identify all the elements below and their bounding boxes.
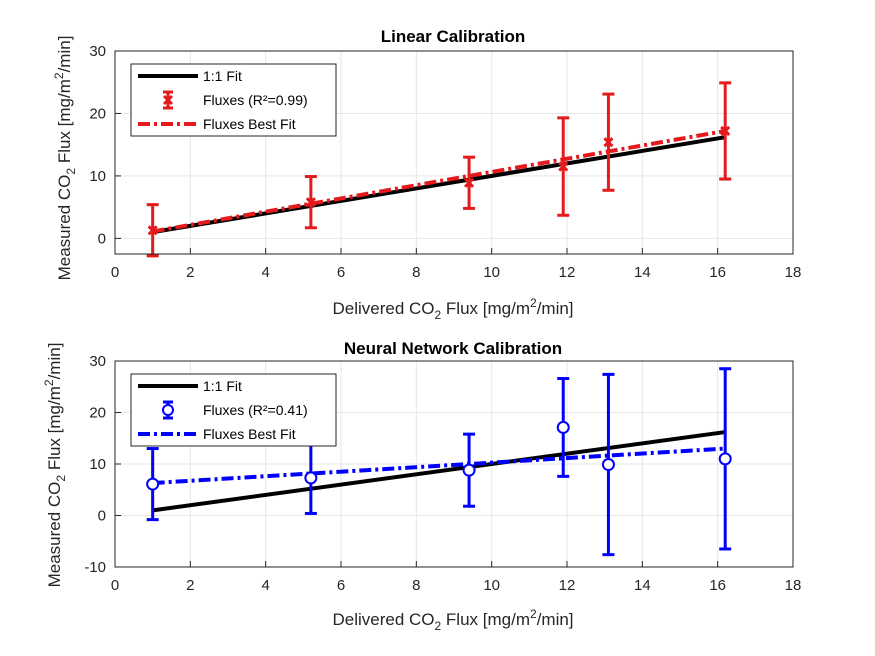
y-tick-label: -10 [84,559,106,576]
data-point [462,432,476,508]
legend-fit-label: Fluxes Best Fit [203,426,296,442]
best-fit-line [152,128,726,234]
x-tick-label: 16 [709,577,726,594]
legend-ideal-label: 1:1 Fit [203,68,242,84]
x-axis-label: Delivered CO2 Flux [mg/m2/min] [332,607,573,633]
fit-line-layer [152,446,726,486]
y-tick-label: 30 [89,353,106,370]
chart-title: Linear Calibration [381,27,526,46]
x-tick-label: 8 [412,264,420,281]
x-tick-label: 6 [337,577,345,594]
legend-ideal-label: 1:1 Fit [203,378,242,394]
legend: 1:1 Fit Fluxes (R²=0.99) Fluxes Best Fit [130,63,337,137]
data-point [304,175,317,230]
data-point [602,92,615,192]
point-marker [464,177,475,188]
y-tick-labels: -10 0 10 20 30 [84,353,121,576]
y-axis-label: Measured CO2 Flux [mg/m2/min] [52,36,78,281]
legend: 1:1 Fit Fluxes (R²=0.41) Fluxes Best Fit [130,373,337,447]
point-marker [304,471,318,485]
x-tick-label: 14 [634,577,651,594]
legend-points-swatch [162,90,174,110]
ideal-fit-line [152,430,726,513]
x-tick-label: 6 [337,264,345,281]
y-tick-label: 30 [89,43,106,60]
x-tick-label: 4 [261,577,269,594]
y-axis-label: Measured CO2 Flux [mg/m2/min] [42,343,68,588]
ideal-line-layer [152,430,726,513]
point-marker [556,420,570,434]
x-tick-label: 2 [186,264,194,281]
x-tick-label: 18 [785,577,802,594]
point-marker [601,458,615,472]
x-tick-labels: 0 2 4 6 8 10 12 14 16 18 [111,248,802,281]
data-points-layer [146,367,732,557]
data-point [556,377,570,478]
axes-box [114,50,794,255]
x-tick-label: 14 [634,264,651,281]
y-tick-label: 20 [89,105,106,122]
data-point [146,447,160,522]
legend-points-label: Fluxes (R²=0.99) [203,92,308,108]
legend-points-label: Fluxes (R²=0.41) [203,402,308,418]
x-tick-label: 8 [412,577,420,594]
y-tick-label: 10 [89,456,106,473]
data-point [718,367,732,551]
fit-line-layer [152,128,726,234]
y-tick-labels: 0 10 20 30 [89,43,121,247]
x-tick-label: 0 [111,264,119,281]
x-tick-label: 2 [186,577,194,594]
best-fit-line [152,446,726,486]
data-point [601,372,615,557]
point-marker [558,161,569,172]
point-marker [146,477,160,491]
chart-title: Neural Network Calibration [344,339,562,358]
x-tick-label: 10 [483,264,500,281]
data-points-layer [146,81,732,258]
neural-network-calibration-panel: Neural Network Calibration 0 2 4 6 8 10 12 14 16… [42,339,801,633]
point-marker [462,463,476,477]
x-tick-label: 4 [261,264,269,281]
x-tick-label: 12 [559,264,576,281]
y-tick-label: 10 [89,168,106,185]
data-point [557,116,570,217]
x-axis-label: Delivered CO2 Flux [mg/m2/min] [332,296,573,322]
point-marker [718,452,732,466]
x-tick-label: 18 [785,264,802,281]
data-point [463,155,476,210]
point-marker [305,197,316,208]
legend-fit-label: Fluxes Best Fit [203,116,296,132]
linear-calibration-panel: Linear Calibration 0 2 4 6 8 10 12 14 16 18 0 10 20… [52,27,801,322]
x-tick-label: 16 [709,264,726,281]
point-marker [603,137,614,148]
data-point [719,81,732,181]
x-tick-label: 12 [559,577,576,594]
x-tick-labels: 0 2 4 6 8 10 12 14 16 18 [111,561,802,594]
point-marker [147,225,158,236]
data-point [146,203,159,258]
y-tick-label: 0 [98,230,106,247]
point-marker [720,125,731,137]
x-tick-label: 10 [483,577,500,594]
y-tick-label: 0 [98,508,106,525]
legend-points-swatch [162,400,174,420]
y-tick-label: 20 [89,405,106,422]
x-tick-label: 0 [111,577,119,594]
